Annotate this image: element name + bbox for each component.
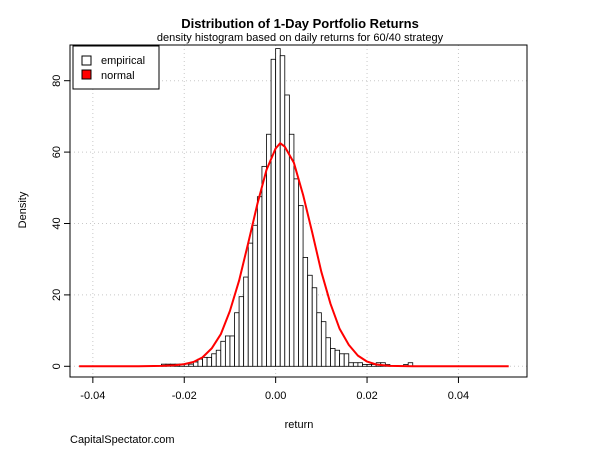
y-tick-label: 60 [51, 146, 63, 158]
histogram-bar [238, 296, 245, 367]
histogram-bar [275, 48, 281, 367]
histogram-bar [215, 349, 222, 367]
histogram-bar [224, 335, 231, 367]
histogram-bar [311, 287, 318, 367]
histogram-bar [284, 94, 290, 367]
x-tick-label: 0.00 [265, 390, 286, 402]
legend-swatch-normal [81, 69, 92, 80]
x-axis-label: return [285, 419, 314, 431]
legend: empirical normal [72, 45, 160, 90]
y-axis: 0 20 40 60 80 [51, 75, 71, 369]
histogram-bar [366, 364, 373, 367]
legend-label-normal: normal [101, 70, 135, 82]
histogram-bar [307, 274, 313, 367]
histogram-bar [206, 356, 213, 367]
y-tick-label: 40 [51, 217, 63, 229]
chart-subtitle: density histogram based on daily returns… [157, 32, 444, 44]
histogram-bar [343, 353, 350, 367]
footer-credit: CapitalSpectator.com [70, 434, 175, 446]
y-tick-label: 20 [51, 289, 63, 301]
histogram-bar [348, 362, 354, 367]
legend-label-empirical: empirical [101, 55, 145, 67]
legend-swatch-empirical [81, 55, 92, 66]
y-tick-label: 80 [51, 75, 63, 87]
histogram-bar [243, 276, 249, 367]
histogram-bar [279, 55, 286, 367]
histogram-bar [202, 356, 208, 367]
x-tick-label: -0.04 [80, 390, 105, 402]
histogram-bars [160, 48, 414, 367]
histogram-bar [325, 337, 331, 367]
y-axis-label: Density [17, 191, 29, 228]
histogram-bar [293, 178, 299, 367]
histogram-bar [330, 348, 336, 367]
histogram-bar [252, 224, 258, 367]
histogram-bar [256, 196, 263, 367]
histogram-bar [211, 353, 217, 367]
x-tick-label: -0.02 [172, 390, 197, 402]
histogram-bar [352, 362, 359, 367]
y-tick-label: 0 [51, 363, 63, 369]
legend-box [72, 45, 160, 90]
chart-title: Distribution of 1-Day Portfolio Returns [181, 16, 419, 31]
histogram-bar [302, 257, 309, 367]
histogram-bar [334, 349, 341, 367]
histogram-bar [362, 364, 368, 367]
x-tick-label: 0.04 [448, 390, 469, 402]
x-axis: -0.04 -0.02 0.00 0.02 0.04 [80, 376, 469, 402]
histogram-bar [320, 321, 327, 367]
histogram-bar [270, 58, 277, 367]
x-tick-label: 0.02 [356, 390, 377, 402]
histogram-bar [357, 362, 363, 367]
histogram-bar [316, 312, 322, 367]
histogram-bar [339, 353, 345, 367]
histogram-bar [288, 133, 295, 367]
histogram-bar [234, 312, 240, 367]
histogram-bar [261, 165, 267, 367]
histogram-bar [220, 340, 226, 367]
histogram-bar [188, 363, 194, 367]
histogram-bar [229, 335, 235, 367]
histogram-bar [298, 205, 304, 367]
histogram-bar [247, 242, 254, 367]
normal-curve-layer [79, 142, 509, 368]
normal-density-line [79, 142, 509, 368]
